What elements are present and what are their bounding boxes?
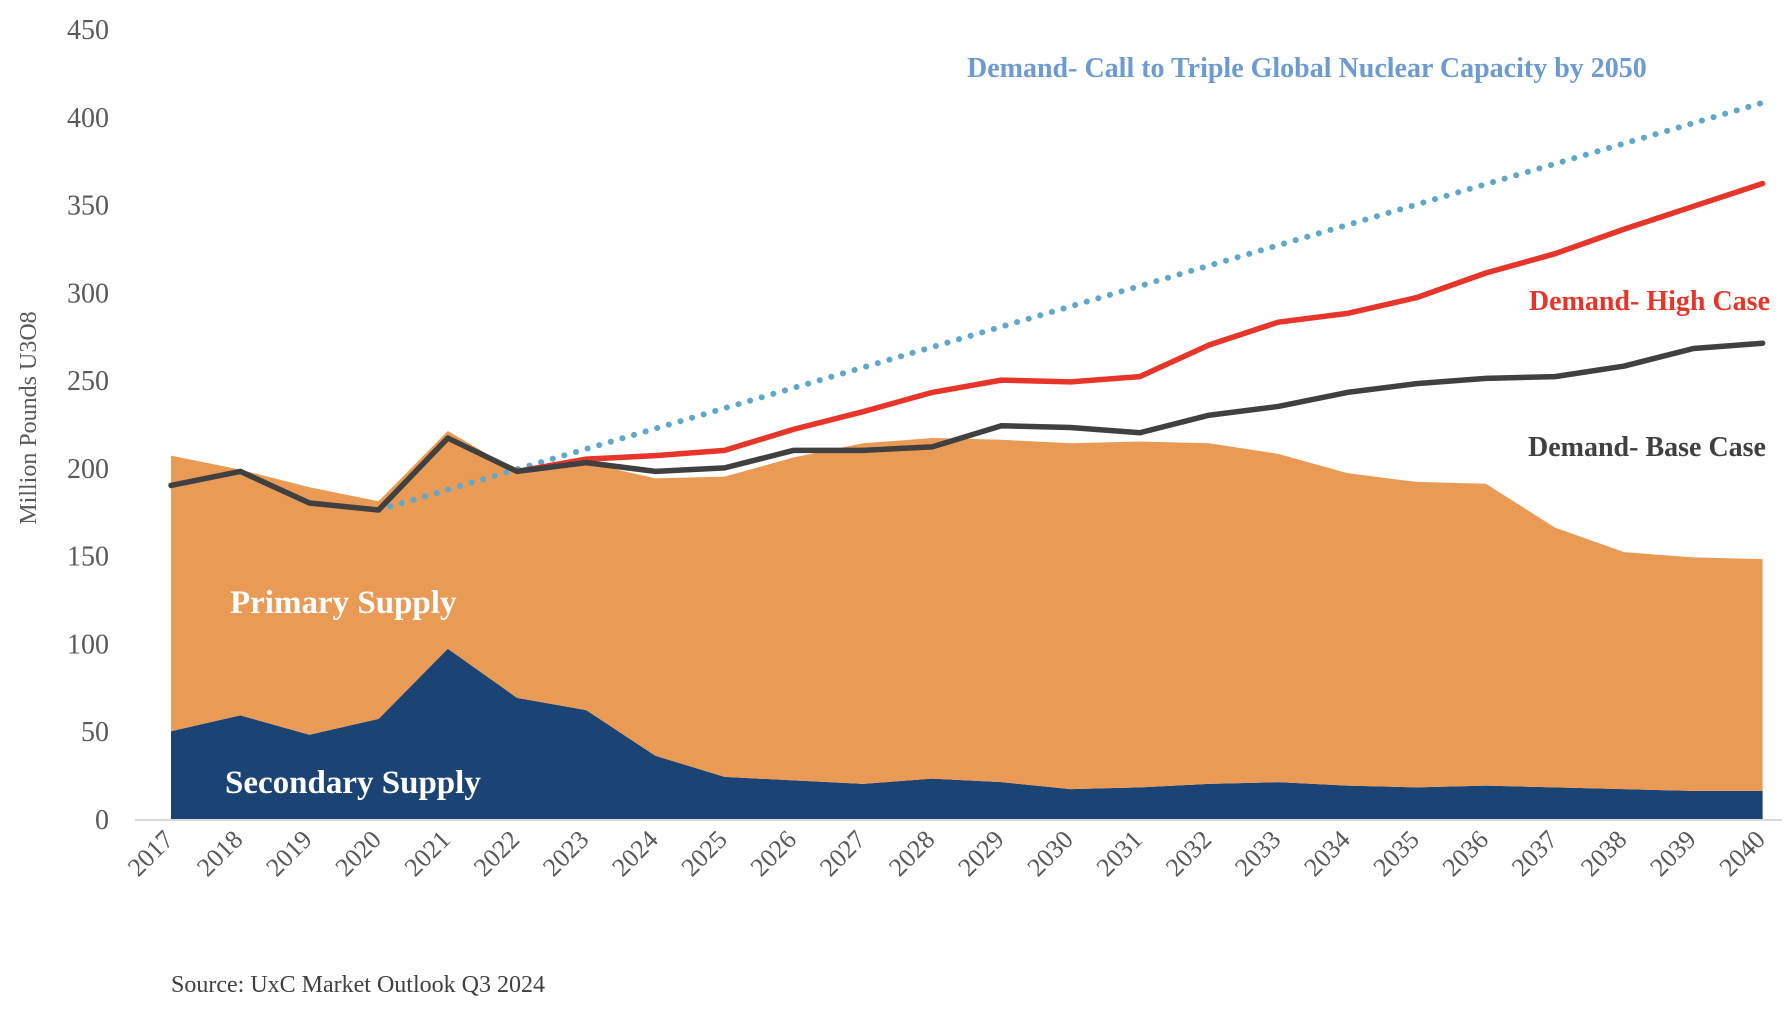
x-tick-label: 2039: [1644, 825, 1701, 882]
x-tick-label: 2022: [468, 825, 525, 882]
annotation-high-case: Demand- High Case: [1529, 286, 1770, 317]
x-tick-label: 2018: [191, 825, 248, 882]
x-tick-label: 2040: [1714, 825, 1771, 882]
x-tick-label: 2025: [676, 825, 733, 882]
line-high-case: [514, 180, 1766, 475]
annotation-primary-supply: Primary Supply: [230, 585, 457, 621]
x-tick-label: 2033: [1229, 825, 1286, 882]
demand-lines: [168, 99, 1766, 514]
x-tick-label: 2021: [399, 825, 456, 882]
annotation-base-case: Demand- Base Case: [1528, 432, 1766, 463]
x-tick-label: 2031: [1091, 825, 1148, 882]
x-tick-label: 2036: [1437, 825, 1494, 882]
annotation-triple-demand: Demand- Call to Triple Global Nuclear Ca…: [967, 53, 1647, 84]
line-triple-capacity: [375, 99, 1766, 514]
annotation-secondary-supply: Secondary Supply: [225, 765, 481, 801]
area-secondary-supply: [171, 648, 1763, 819]
y-tick-label: 350: [67, 191, 109, 222]
y-tick-label: 50: [81, 717, 109, 748]
x-tick-label: 2029: [952, 825, 1009, 882]
x-tick-label: 2024: [606, 825, 663, 882]
area-primary-supply: [171, 431, 1763, 791]
line-base-case: [168, 340, 1766, 513]
x-tick-labels: 2017 2018 2019 2020 2021 2022 2023 2024 2025 2026…: [122, 825, 1771, 882]
y-tick-labels: 0 50 100 150 200 250 300 350 400 450: [67, 15, 109, 836]
x-tick-label: 2038: [1575, 825, 1632, 882]
x-tick-label: 2019: [260, 825, 317, 882]
x-tick-label: 2017: [122, 825, 179, 882]
y-tick-label: 250: [67, 366, 109, 397]
y-tick-label: 150: [67, 542, 109, 573]
x-tick-label: 2027: [814, 825, 871, 882]
y-tick-label: 200: [67, 454, 109, 485]
x-tick-label: 2037: [1506, 825, 1563, 882]
y-axis-title: Million Pounds U3O8: [16, 311, 42, 524]
y-tick-label: 100: [67, 629, 109, 660]
x-tick-label: 2020: [330, 825, 387, 882]
y-tick-label: 400: [67, 103, 109, 134]
x-tick-label: 2026: [745, 825, 802, 882]
source-note: Source: UxC Market Outlook Q3 2024: [171, 972, 545, 998]
x-tick-label: 2030: [1022, 825, 1079, 882]
x-tick-label: 2023: [537, 825, 594, 882]
x-tick-label: 2035: [1368, 825, 1425, 882]
x-tick-label: 2028: [883, 825, 940, 882]
y-tick-label: 300: [67, 278, 109, 309]
x-tick-label: 2034: [1298, 825, 1355, 882]
x-tick-label: 2032: [1160, 825, 1217, 882]
y-tick-label: 0: [95, 805, 109, 836]
y-tick-label: 450: [67, 15, 109, 46]
supply-areas: [171, 431, 1763, 819]
